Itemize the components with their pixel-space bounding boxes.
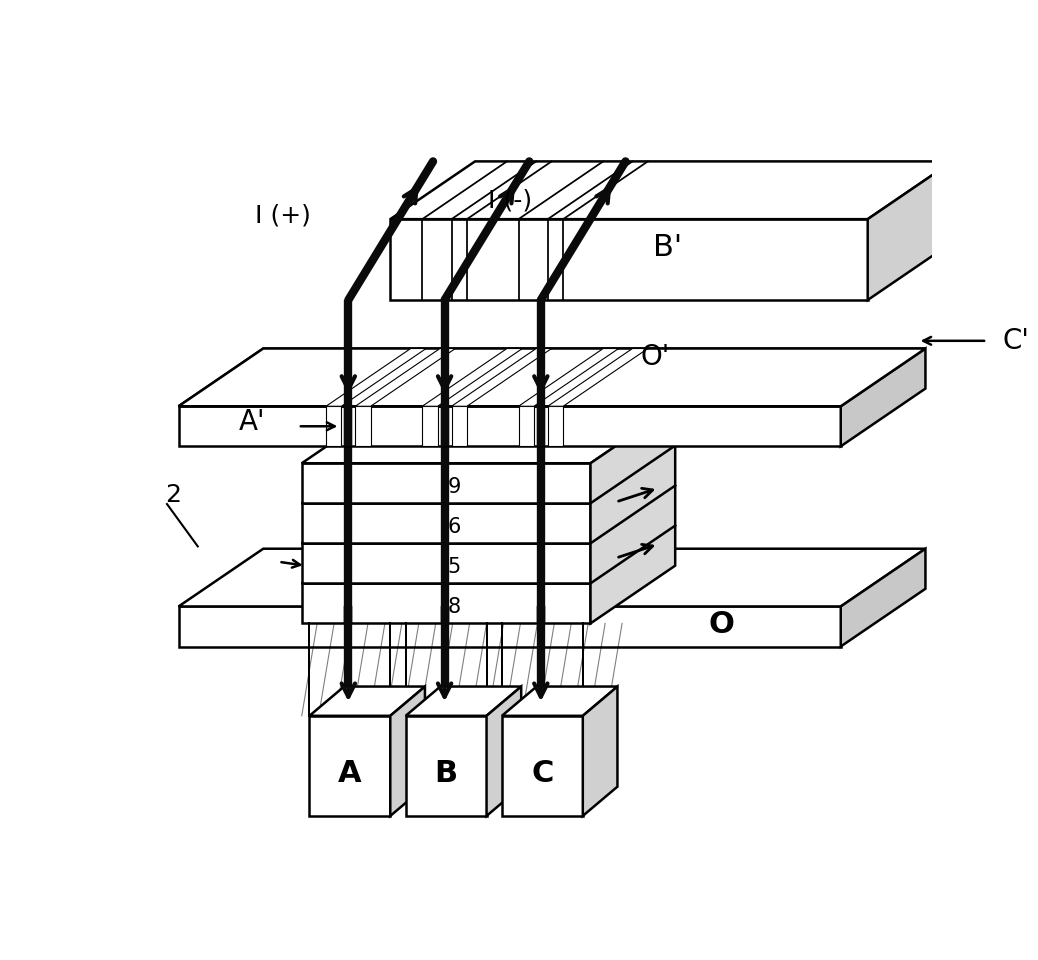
Polygon shape bbox=[179, 348, 926, 406]
Polygon shape bbox=[326, 406, 342, 446]
Text: O: O bbox=[709, 610, 735, 639]
Polygon shape bbox=[309, 716, 390, 816]
Polygon shape bbox=[302, 543, 591, 584]
Polygon shape bbox=[326, 348, 427, 406]
Text: C': C' bbox=[1003, 326, 1030, 355]
Polygon shape bbox=[309, 686, 425, 716]
Polygon shape bbox=[179, 549, 926, 607]
Polygon shape bbox=[841, 549, 926, 646]
Polygon shape bbox=[302, 503, 591, 543]
Polygon shape bbox=[548, 348, 648, 406]
Text: 8: 8 bbox=[447, 597, 461, 617]
Text: A: A bbox=[338, 759, 361, 788]
Text: 6: 6 bbox=[447, 517, 461, 538]
Polygon shape bbox=[406, 686, 521, 716]
Polygon shape bbox=[868, 161, 953, 300]
Polygon shape bbox=[179, 348, 926, 406]
Text: O': O' bbox=[640, 343, 670, 371]
Text: I (+): I (+) bbox=[255, 204, 310, 228]
Polygon shape bbox=[179, 607, 841, 646]
Text: C: C bbox=[531, 759, 553, 788]
Polygon shape bbox=[452, 348, 551, 406]
Polygon shape bbox=[519, 348, 619, 406]
Polygon shape bbox=[355, 406, 371, 446]
Polygon shape bbox=[302, 405, 675, 464]
Polygon shape bbox=[390, 161, 953, 219]
Text: A': A' bbox=[239, 408, 265, 437]
Text: 2: 2 bbox=[165, 483, 182, 507]
Polygon shape bbox=[422, 348, 522, 406]
Polygon shape bbox=[841, 348, 926, 446]
Polygon shape bbox=[302, 584, 591, 623]
Polygon shape bbox=[390, 219, 868, 300]
Polygon shape bbox=[179, 406, 841, 446]
Polygon shape bbox=[487, 686, 521, 816]
Polygon shape bbox=[422, 406, 438, 446]
Polygon shape bbox=[591, 405, 675, 623]
Polygon shape bbox=[302, 445, 675, 503]
Polygon shape bbox=[302, 526, 675, 584]
Polygon shape bbox=[502, 716, 582, 816]
Polygon shape bbox=[302, 464, 591, 503]
Polygon shape bbox=[390, 686, 425, 816]
Text: B: B bbox=[435, 759, 458, 788]
Polygon shape bbox=[548, 406, 564, 446]
Text: I (-): I (-) bbox=[488, 188, 532, 212]
Text: 9: 9 bbox=[447, 477, 461, 497]
Polygon shape bbox=[519, 406, 534, 446]
Polygon shape bbox=[355, 348, 456, 406]
Text: B': B' bbox=[653, 233, 682, 262]
Polygon shape bbox=[302, 486, 675, 543]
Polygon shape bbox=[406, 716, 487, 816]
Polygon shape bbox=[452, 406, 467, 446]
Polygon shape bbox=[502, 686, 618, 716]
Text: 5: 5 bbox=[447, 558, 461, 577]
Polygon shape bbox=[582, 686, 618, 816]
